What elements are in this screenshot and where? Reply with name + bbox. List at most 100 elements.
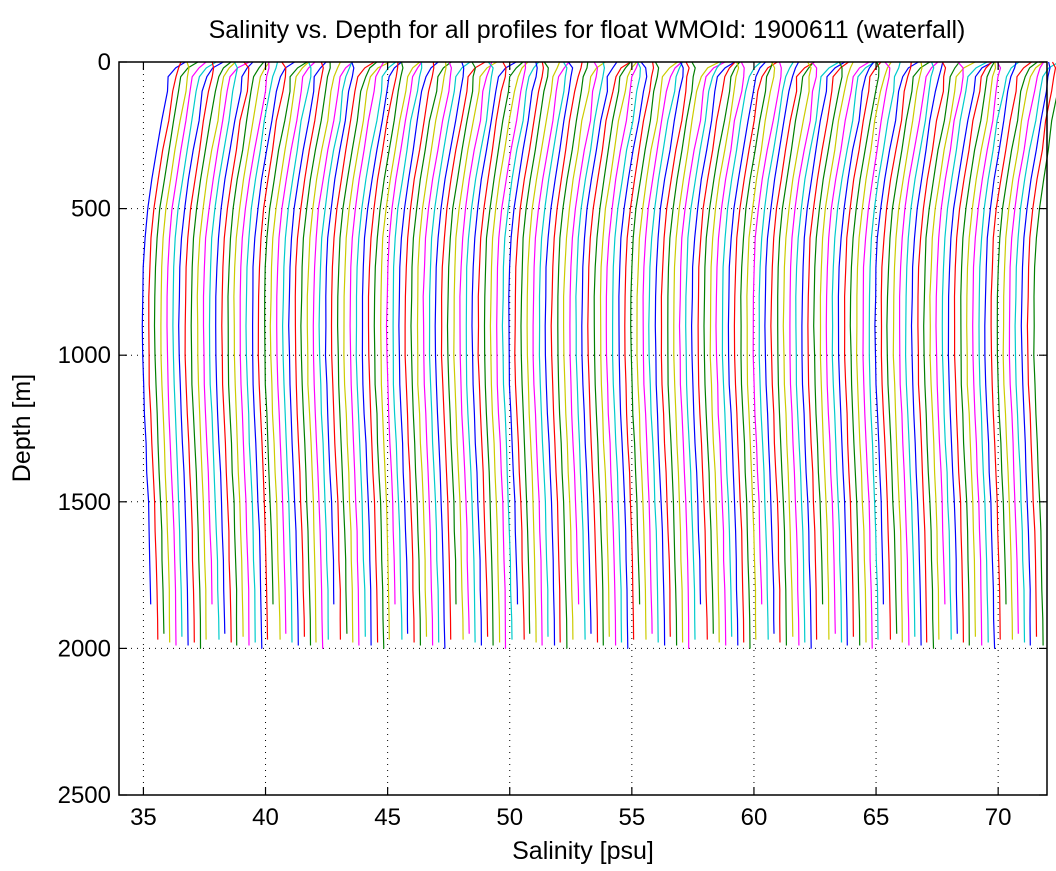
profile-line — [685, 61, 722, 640]
profile-line — [612, 61, 642, 643]
profile-line — [709, 61, 740, 643]
profile-line — [330, 61, 375, 640]
x-tick-label: 40 — [252, 804, 279, 831]
profile-line — [960, 61, 995, 646]
profile-line — [892, 61, 923, 643]
profile-line — [312, 61, 354, 649]
profile-line — [544, 61, 574, 646]
profile-line — [849, 61, 880, 646]
profile-line — [221, 61, 250, 643]
profile-line — [886, 61, 931, 634]
profile-line — [801, 61, 846, 649]
profile-line — [667, 61, 696, 646]
profile-line — [453, 61, 498, 640]
profile-line — [941, 61, 988, 640]
profile-line — [782, 61, 812, 637]
profile-line — [777, 61, 815, 646]
profile-line — [678, 61, 726, 649]
profile-line — [990, 61, 1032, 640]
profile-line — [978, 61, 1020, 643]
profile-line — [630, 61, 660, 605]
profile-line — [673, 61, 720, 643]
profile-line — [642, 61, 683, 634]
profile-line — [618, 61, 648, 649]
profile-line — [874, 61, 919, 605]
profile-line — [465, 61, 494, 643]
profile-line — [1002, 61, 1044, 640]
profile-line — [740, 61, 774, 649]
profile-line — [966, 61, 997, 637]
profile-line — [984, 61, 1017, 649]
profile-line — [752, 61, 782, 605]
profile-line — [807, 61, 849, 640]
profile-line — [324, 61, 355, 605]
x-tick-label: 45 — [374, 804, 401, 831]
profile-line — [361, 61, 402, 646]
profile-line — [831, 61, 875, 643]
plot-frame — [118, 61, 1048, 796]
x-tick-label: 35 — [130, 804, 157, 831]
profile-line — [813, 61, 843, 605]
profile-line — [758, 61, 794, 640]
profile-line — [654, 61, 684, 646]
profile-line — [380, 61, 421, 640]
profile-line — [276, 61, 316, 634]
profile-line — [410, 61, 452, 646]
profile-line — [727, 61, 767, 646]
profile-line — [483, 61, 524, 646]
profile-line — [923, 61, 960, 649]
profile-line — [514, 61, 545, 640]
profile-line — [972, 61, 1002, 646]
profile-line — [1014, 62, 1056, 643]
profile-line — [208, 61, 239, 640]
profile-line — [1020, 61, 1051, 646]
x-axis-label: Salinity [psu] — [512, 837, 654, 865]
profile-line — [935, 61, 964, 605]
profile-line — [581, 61, 618, 634]
profile-line — [239, 61, 270, 646]
profile-line — [392, 61, 423, 640]
profile-line — [557, 61, 589, 649]
profile-line — [862, 61, 891, 649]
profile-line — [215, 61, 254, 634]
profile-line — [306, 61, 341, 643]
profile-line — [899, 61, 939, 646]
profile-line — [459, 61, 493, 634]
profile-line — [563, 61, 606, 640]
profile-line — [269, 61, 310, 640]
profile-line — [910, 61, 944, 646]
y-tick-label: 0 — [98, 49, 111, 76]
profile-line — [837, 61, 875, 646]
profile-line — [496, 61, 527, 649]
profile-line — [770, 61, 815, 643]
profile-line — [428, 61, 471, 643]
profile-line — [172, 61, 217, 637]
profile-line — [294, 61, 324, 637]
profile-line — [141, 61, 186, 605]
y-axis-label: Depth [m] — [8, 374, 36, 482]
y-tick-label: 1500 — [58, 489, 111, 516]
profile-line — [697, 61, 736, 640]
profile-line — [508, 61, 538, 605]
profile-line — [233, 61, 270, 637]
profile-line — [318, 61, 353, 640]
profile-line — [733, 61, 778, 643]
profile-line — [825, 61, 870, 634]
profile-line — [227, 61, 265, 646]
profile-line — [300, 61, 331, 646]
profile-line — [1008, 61, 1045, 634]
x-tick-label: 55 — [618, 804, 645, 831]
profile-line — [398, 61, 439, 634]
profile-line — [929, 61, 976, 640]
profile-line — [599, 61, 638, 637]
profile-line — [257, 61, 287, 640]
profile-line — [245, 61, 279, 643]
profile-line — [819, 61, 854, 640]
x-axis-ticks: 35 40 45 50 55 60 65 70 — [130, 62, 1012, 831]
profile-line — [587, 61, 631, 643]
profile-line — [166, 61, 207, 646]
grid-lines — [119, 61, 1047, 796]
profile-line — [1033, 97, 1056, 646]
